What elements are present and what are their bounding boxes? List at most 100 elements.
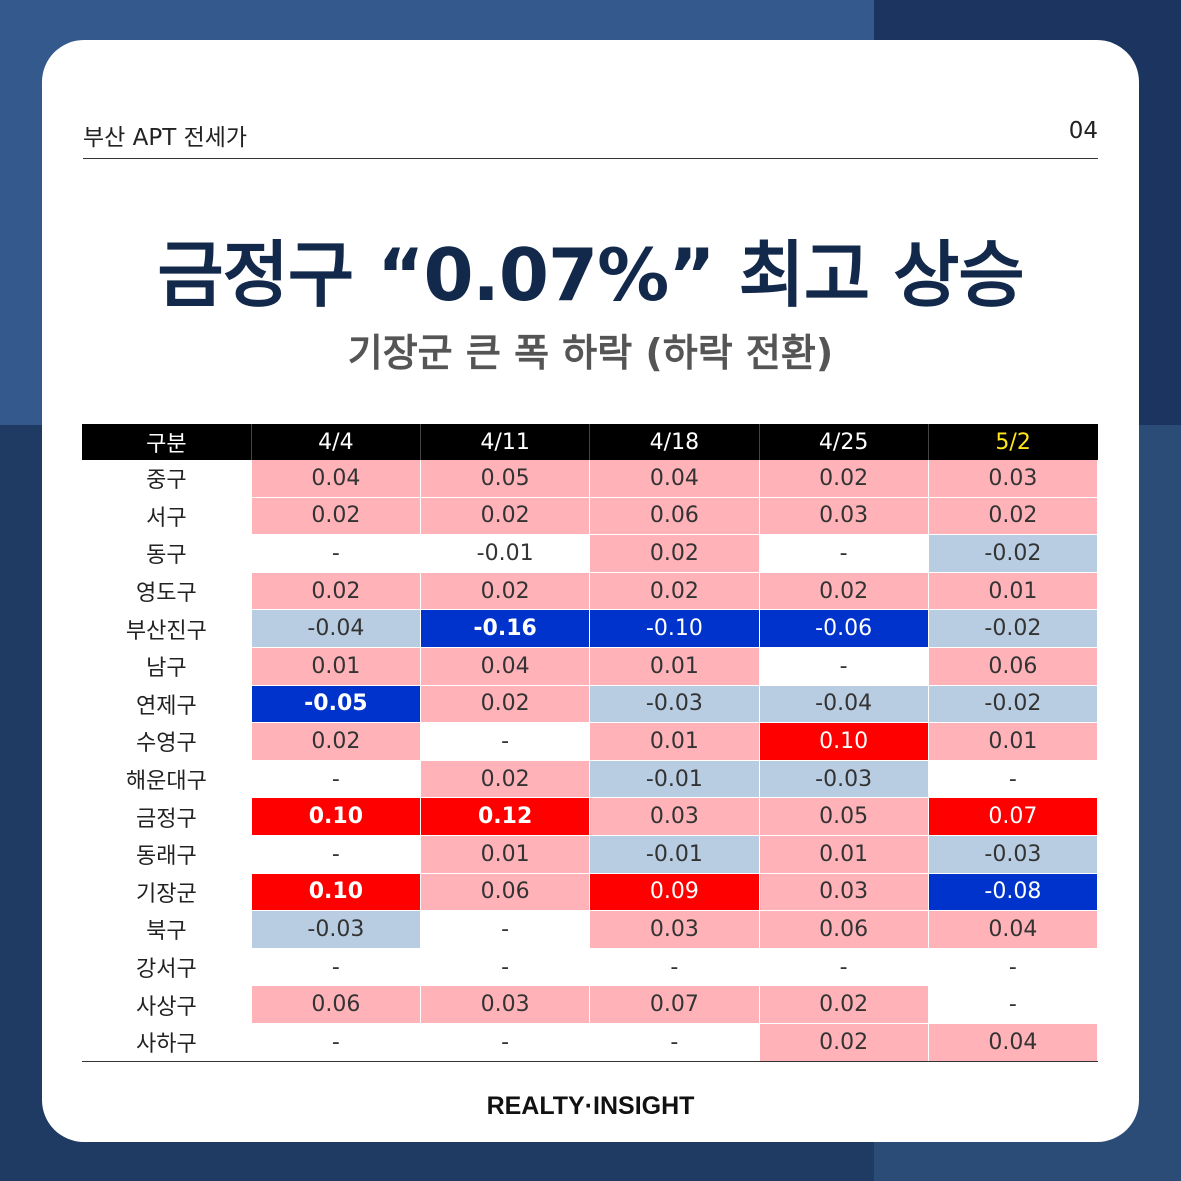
value-cell: 0.06 [589, 497, 760, 536]
value-cell: 0.06 [251, 985, 422, 1024]
table-row: 동구 - -0.01 0.02- -0.02 [82, 534, 1099, 573]
page-number: 04 [1068, 118, 1098, 144]
table-row: 금정구 0.10 0.12 0.03 0.05 0.07 [82, 797, 1099, 836]
value-cell: 0.09 [589, 873, 760, 912]
value-cell: -0.05 [251, 685, 422, 724]
value-cell: - [759, 948, 929, 987]
value-cell: -0.02 [928, 685, 1099, 724]
value-cell: 0.02 [251, 497, 422, 536]
value-cell: -0.04 [251, 609, 422, 648]
header-divider [83, 158, 1098, 159]
value-cell: -0.03 [251, 910, 422, 949]
district-label: 사하구 [82, 1023, 252, 1062]
value-cell: -0.02 [928, 534, 1099, 573]
value-cell: 0.12 [420, 797, 591, 836]
value-cell: 0.05 [759, 797, 929, 836]
column-header-date: 4/11 [420, 424, 591, 460]
district-label: 남구 [82, 647, 252, 686]
value-cell: -0.02 [928, 609, 1099, 648]
district-label: 해운대구 [82, 760, 252, 799]
district-label: 중구 [82, 460, 252, 498]
value-cell: 0.02 [759, 1023, 929, 1062]
value-cell: - [589, 948, 760, 987]
value-cell: - [420, 910, 591, 949]
value-cell: 0.01 [928, 722, 1099, 761]
value-cell: 0.06 [759, 910, 929, 949]
value-cell: - [251, 534, 422, 573]
value-cell: 0.02 [420, 760, 591, 799]
value-cell: 0.02 [420, 572, 591, 611]
table-row: 서구 0.02 0.02 0.06 0.03 0.02 [82, 497, 1099, 536]
table-row: 사하구 - - -0.02 0.04 [82, 1023, 1099, 1062]
value-cell: - [251, 760, 422, 799]
table-row: 연제구 -0.05 0.02 -0.03 -0.04 -0.02 [82, 685, 1099, 724]
district-label: 동구 [82, 534, 252, 573]
table-row: 중구 0.04 0.05 0.04 0.02 0.03 [82, 460, 1099, 498]
district-label: 수영구 [82, 722, 252, 761]
table-row: 남구 0.01 0.04 0.01-0.06 [82, 647, 1099, 686]
value-cell: 0.04 [420, 647, 591, 686]
page-title: 금정구 “0.07%” 최고 상승 [157, 233, 1024, 317]
value-cell: -0.03 [589, 685, 760, 724]
value-cell: 0.02 [928, 497, 1099, 536]
table-row: 기장군 0.10 0.06 0.09 0.03 -0.08 [82, 873, 1099, 912]
value-cell: 0.02 [251, 572, 422, 611]
value-cell: 0.03 [589, 910, 760, 949]
value-cell: - [420, 1023, 591, 1062]
table-row: 수영구 0.02-0.01 0.10 0.01 [82, 722, 1099, 761]
value-cell: 0.02 [420, 685, 591, 724]
value-cell: 0.03 [928, 460, 1099, 498]
value-cell: 0.01 [589, 647, 760, 686]
header-category: 부산 APT 전세가 [83, 125, 248, 151]
value-cell: -0.01 [589, 835, 760, 874]
table-body: 중구 0.04 0.05 0.04 0.02 0.03 서구 0.02 0.02 0.06 0.03… [82, 460, 1099, 1062]
table-row: 부산진구 -0.04 -0.16 -0.10 -0.06 -0.02 [82, 609, 1099, 648]
price-change-table: 구분 4/4 4/11 4/18 4/25 5/2 중구 0.04 0.05 0.04 0.02 0… [82, 424, 1099, 1062]
value-cell: 0.01 [589, 722, 760, 761]
value-cell: - [928, 760, 1099, 799]
table-row: 강서구 - - - - - [82, 948, 1099, 987]
value-cell: - [928, 948, 1099, 987]
value-cell: -0.08 [928, 873, 1099, 912]
value-cell: 0.04 [928, 1023, 1099, 1062]
value-cell: 0.06 [928, 647, 1099, 686]
value-cell: 0.01 [928, 572, 1099, 611]
page-subtitle: 기장군 큰 폭 하락 (하락 전환) [347, 331, 834, 375]
value-cell: -0.03 [928, 835, 1099, 874]
value-cell: - [759, 647, 929, 686]
value-cell: 0.02 [759, 460, 929, 498]
value-cell: 0.01 [759, 835, 929, 874]
district-label: 연제구 [82, 685, 252, 724]
district-label: 부산진구 [82, 609, 252, 648]
value-cell: - [251, 835, 422, 874]
value-cell: 0.02 [759, 572, 929, 611]
district-label: 금정구 [82, 797, 252, 836]
brand-logo: REALTY·INSIGHT [486, 1092, 695, 1120]
value-cell: - [251, 948, 422, 987]
table-row: 영도구 0.02 0.02 0.02 0.02 0.01 [82, 572, 1099, 611]
value-cell: 0.02 [589, 534, 760, 573]
value-cell: - [420, 948, 591, 987]
district-label: 기장군 [82, 873, 252, 912]
value-cell: 0.07 [589, 985, 760, 1024]
value-cell: - [589, 1023, 760, 1062]
district-label: 북구 [82, 910, 252, 949]
value-cell: - [759, 534, 929, 573]
value-cell: -0.06 [759, 609, 929, 648]
value-cell: -0.04 [759, 685, 929, 724]
district-label: 사상구 [82, 985, 252, 1024]
district-label: 강서구 [82, 948, 252, 987]
column-header-date: 4/18 [589, 424, 760, 460]
value-cell: 0.02 [589, 572, 760, 611]
value-cell: 0.03 [420, 985, 591, 1024]
value-cell: 0.07 [928, 797, 1099, 836]
value-cell: 0.04 [589, 460, 760, 498]
value-cell: 0.04 [928, 910, 1099, 949]
value-cell: 0.02 [420, 497, 591, 536]
value-cell: 0.06 [420, 873, 591, 912]
value-cell: 0.01 [251, 647, 422, 686]
value-cell: 0.02 [759, 985, 929, 1024]
value-cell: - [928, 985, 1099, 1024]
column-header-label: 구분 [82, 424, 252, 460]
table-row: 동래구 -0.01 -0.01 0.01 -0.03 [82, 835, 1099, 874]
